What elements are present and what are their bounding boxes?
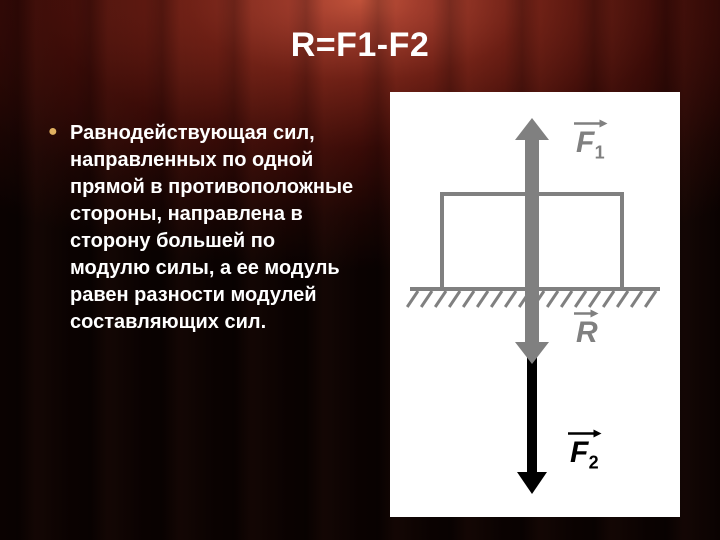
svg-text:1: 1 [595, 143, 605, 163]
figure: F1 R F2 [390, 92, 680, 517]
body-text: Равнодействующая сил, направленных по од… [48, 120, 358, 336]
svg-text:F: F [570, 436, 589, 469]
bullet-item: Равнодействующая сил, направленных по од… [48, 120, 358, 336]
svg-text:2: 2 [589, 453, 599, 473]
slide: R=F1-F2 Равнодействующая сил, направленн… [0, 0, 720, 540]
slide-title: R=F1-F2 [0, 26, 720, 65]
svg-text:R: R [576, 316, 598, 349]
svg-text:F: F [576, 126, 595, 159]
